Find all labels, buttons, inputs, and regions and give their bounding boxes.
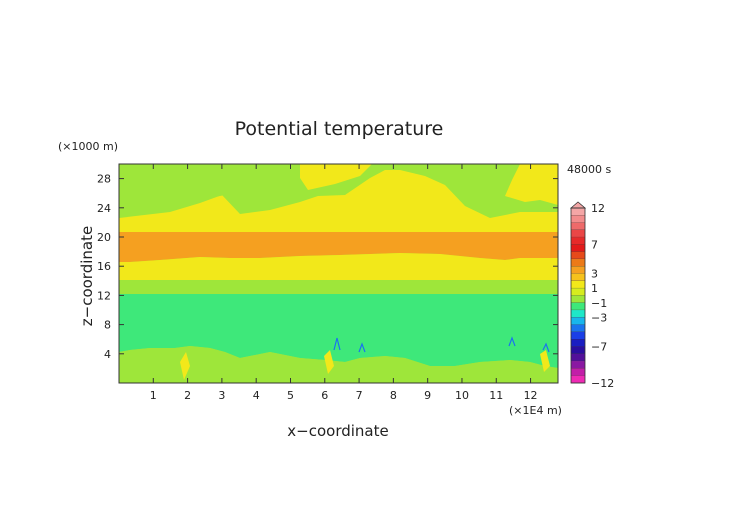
contour-blue-spike-4: [542, 342, 550, 353]
x-axis-label: x−coordinate: [287, 422, 388, 440]
colorbar-label: 3: [591, 268, 598, 281]
colorbar-swatch: [571, 295, 585, 303]
colorbar-swatch: [571, 353, 585, 362]
contour-orange: [119, 232, 558, 262]
x-tick-label: 12: [524, 389, 538, 402]
x-tick-label: 6: [321, 389, 328, 402]
contour-yellow-mid: [119, 253, 558, 280]
x-tick-label: 1: [150, 389, 157, 402]
colorbar-swatch: [571, 375, 585, 383]
colorbar-swatch: [571, 259, 585, 267]
colorbar-swatch: [571, 280, 585, 289]
time-label: 48000 s: [567, 163, 611, 176]
y-tick-label: 8: [104, 319, 111, 332]
contour-yellow-top: [300, 164, 372, 190]
colorbar-label: 7: [591, 238, 598, 251]
colorbar-swatch: [571, 339, 585, 347]
colorbar-top-arrow: [569, 201, 587, 209]
colorbar-frame: [570, 207, 586, 384]
y-axis-label: z−coordinate: [78, 226, 96, 326]
x-unit-label: (×1E4 m): [509, 404, 562, 417]
colorbar-swatch: [571, 368, 585, 376]
contour-yellow-top2: [450, 164, 558, 205]
x-tick-label: 4: [253, 389, 260, 402]
y-tick-label: 16: [97, 260, 111, 273]
colorbar-label: −12: [591, 377, 614, 390]
colorbar-swatch: [571, 317, 585, 325]
y-tick-label: 24: [97, 202, 111, 215]
colorbar-swatch: [571, 310, 585, 318]
colorbar-swatch: [571, 229, 585, 238]
y-tick-label: 4: [104, 348, 111, 361]
colorbar-swatch: [571, 288, 585, 296]
colorbar-swatch: [571, 331, 585, 340]
x-tick-label: 9: [424, 389, 431, 402]
x-tick-label: 10: [455, 389, 469, 402]
x-ticks: 1 2 3 4 5 6 7 8 9 10 11 12: [150, 164, 538, 402]
colorbar-swatch: [571, 222, 585, 230]
contour-yellow-upper: [119, 170, 558, 232]
contour-blue-spike-2: [358, 342, 366, 353]
colorbar-swatch: [571, 302, 585, 311]
contour-blue-spike-3: [508, 336, 516, 347]
contour-green-thin: [119, 280, 558, 294]
chart-title: Potential temperature: [235, 118, 444, 140]
colorbar-swatch: [571, 237, 585, 245]
x-tick-label: 11: [489, 389, 503, 402]
contour-teal: [119, 294, 558, 368]
colorbar-swatch: [571, 324, 585, 332]
colorbar-label: −1: [591, 297, 607, 310]
plot-frame: [118, 163, 559, 384]
y-tick-label: 12: [97, 289, 111, 302]
x-tick-label: 7: [356, 389, 363, 402]
colorbar-label: 1: [591, 282, 598, 295]
contour-yellow-patch-3: [540, 350, 550, 372]
colorbar-labels: 12 7 31 −1−3 −7 −12: [591, 202, 614, 390]
colorbar-swatch: [571, 215, 585, 223]
colorbar-swatch: [571, 361, 585, 369]
colorbar-swatch: [571, 273, 585, 281]
y-unit-label: (×1000 m): [58, 140, 118, 153]
y-tick-label: 28: [97, 173, 111, 186]
x-tick-label: 3: [218, 389, 225, 402]
colorbar-label: −7: [591, 341, 607, 354]
colorbar-swatch: [571, 251, 585, 260]
colorbar-swatch: [571, 244, 585, 252]
colorbar-label: 12: [591, 202, 605, 215]
contour-yellow-patch-1: [180, 352, 190, 380]
x-tick-label: 2: [184, 389, 191, 402]
x-tick-label: 5: [287, 389, 294, 402]
x-tick-label: 8: [390, 389, 397, 402]
colorbar-swatch: [571, 266, 585, 274]
colorbar-swatch: [571, 208, 585, 216]
colorbar-label: −3: [591, 311, 607, 324]
contour-blue-spike-1: [333, 337, 341, 351]
contour-lower-green: [119, 346, 558, 383]
colorbar: [569, 201, 587, 384]
colorbar-swatch: [571, 346, 585, 354]
contour-green-top: [119, 164, 300, 208]
y-tick-label: 20: [97, 231, 111, 244]
contour-yellow-patch-2: [324, 350, 334, 374]
y-ticks: 4 8 12 16 20 24 28: [97, 173, 558, 361]
